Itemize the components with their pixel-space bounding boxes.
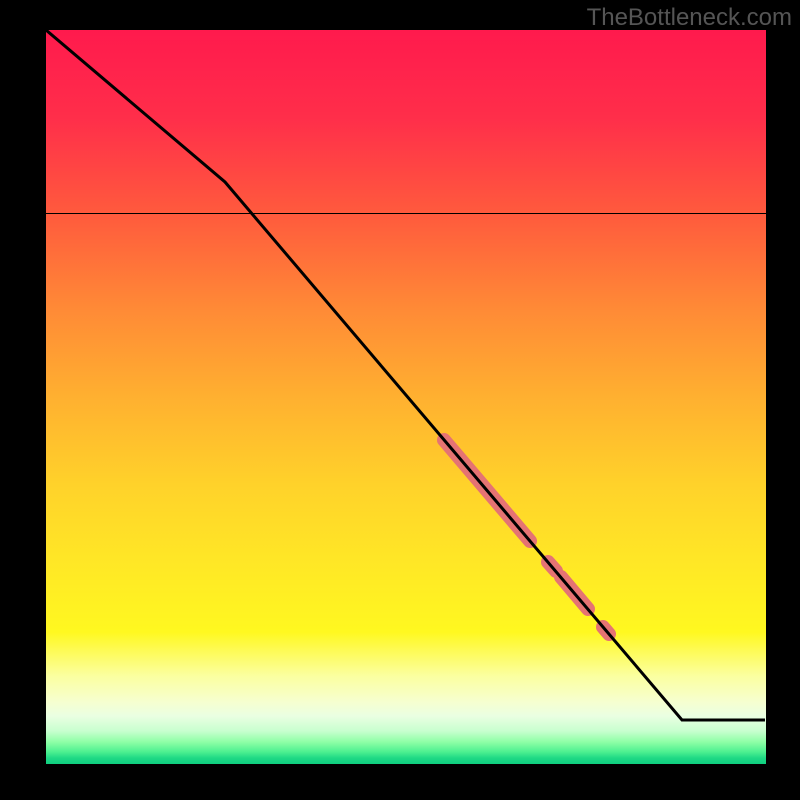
plot-area [46,30,766,764]
line-chart-svg [46,30,766,764]
main-curve [46,30,765,720]
chart-container: TheBottleneck.com [0,0,800,800]
watermark-text: TheBottleneck.com [587,4,792,32]
